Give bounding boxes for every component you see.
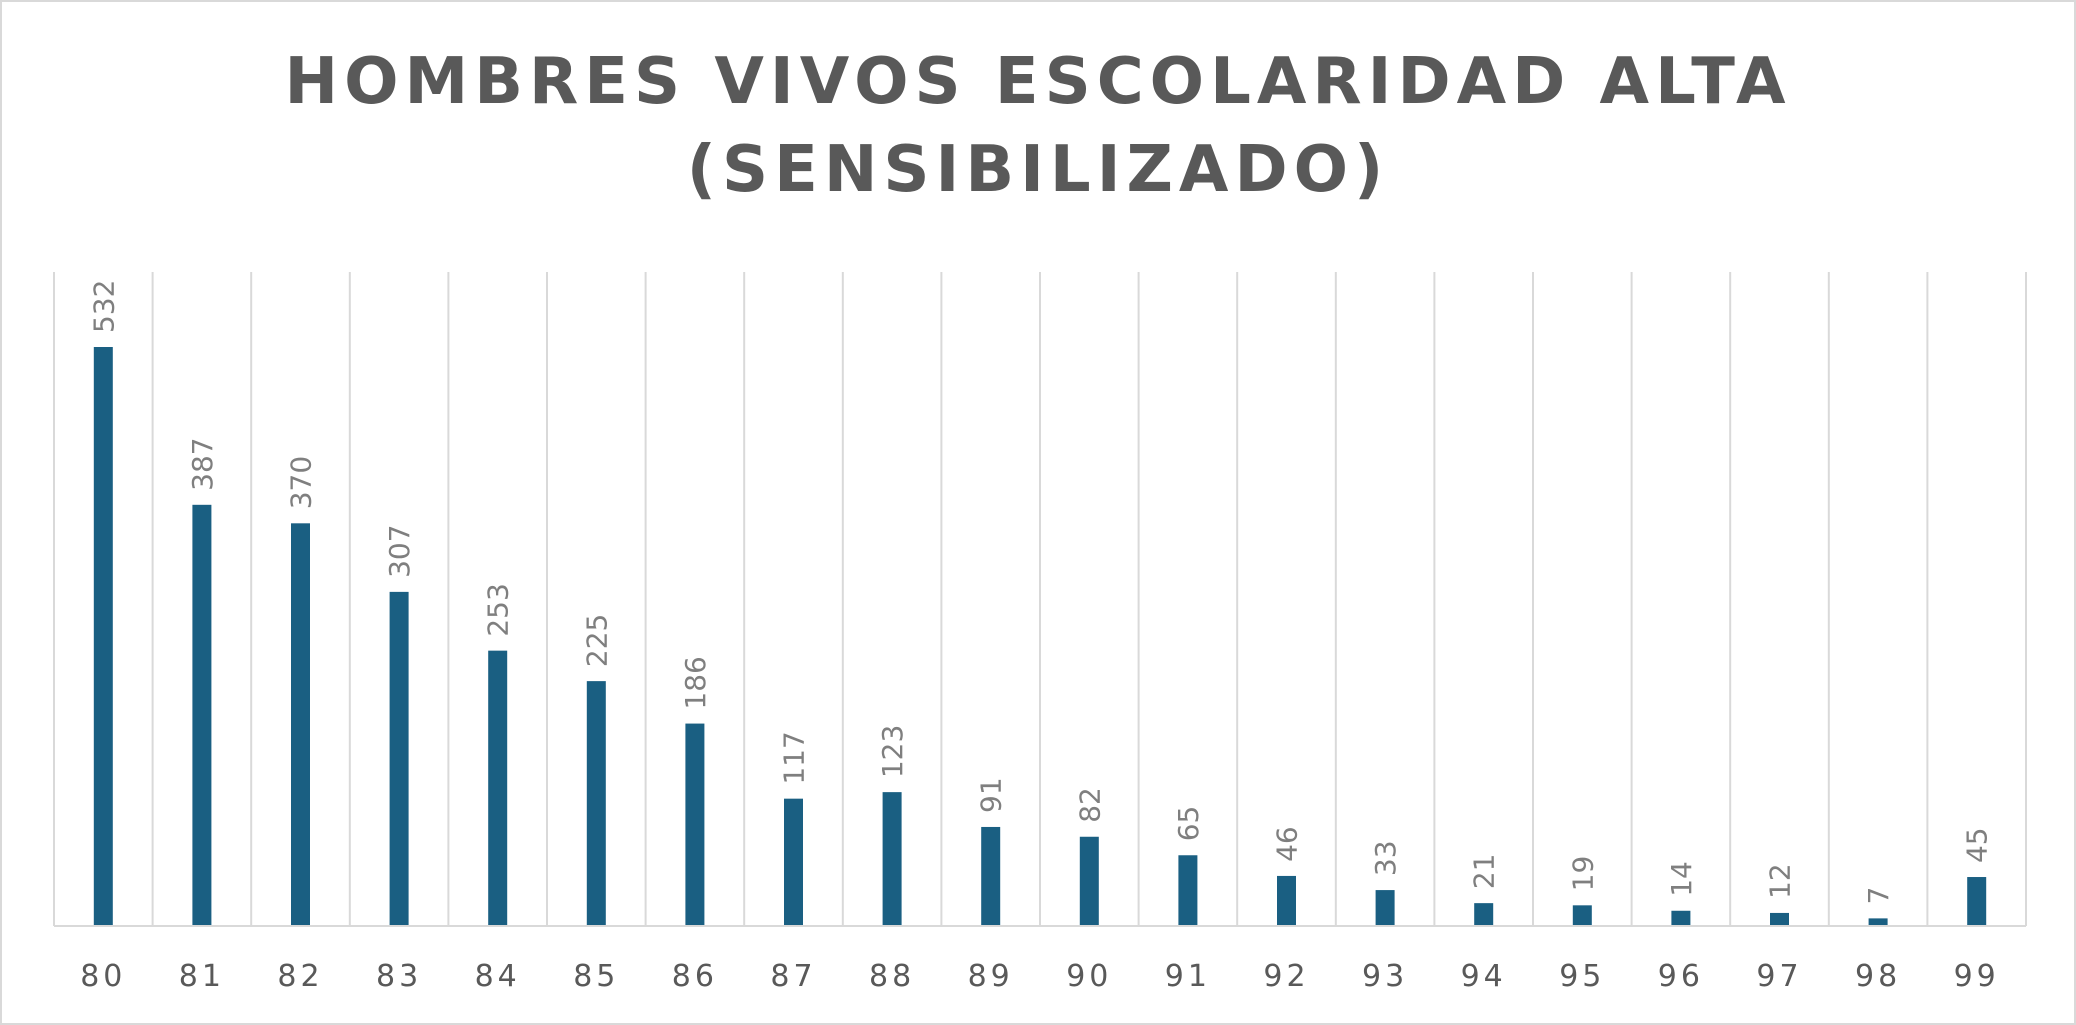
data-label-90: 82: [1073, 787, 1106, 823]
x-tick-label-81: 81: [179, 959, 225, 994]
data-label-85: 225: [580, 614, 613, 667]
bar-93: [1375, 890, 1395, 926]
bars: [93, 347, 1987, 926]
data-label-92: 46: [1271, 826, 1304, 862]
x-tick-label-86: 86: [672, 959, 718, 994]
x-tick-label-90: 90: [1066, 959, 1112, 994]
x-tick-label-99: 99: [1954, 959, 2000, 994]
x-tick-label-88: 88: [869, 959, 915, 994]
data-label-95: 19: [1566, 856, 1599, 892]
data-label-98: 7: [1862, 887, 1895, 905]
chart-title: HOMBRES VIVOS ESCOLARIDAD ALTA (SENSIBIL…: [284, 45, 1792, 207]
x-tick-label-80: 80: [80, 959, 126, 994]
data-label-99: 45: [1961, 827, 1994, 863]
data-label-96: 14: [1665, 861, 1698, 897]
bar-92: [1277, 875, 1296, 926]
bar-96: [1671, 910, 1691, 926]
data-label-91: 65: [1172, 806, 1205, 842]
bar-82: [291, 523, 310, 926]
bar-81: [192, 504, 212, 926]
gridlines: [53, 272, 2027, 926]
x-tick-label-84: 84: [475, 959, 521, 994]
bar-84: [488, 650, 508, 926]
bar-95: [1572, 905, 1592, 926]
x-axis-tick-labels: 80 81 82 83 84 85 86 87 88 89 90 91 92 93 94 95 96 97 98 99: [80, 959, 2000, 994]
bar-98: [1868, 918, 1888, 926]
bar-80: [93, 347, 113, 926]
bar-85: [586, 681, 606, 926]
x-tick-label-93: 93: [1362, 959, 1408, 994]
bar-99: [1967, 877, 1987, 926]
bar-88: [882, 792, 902, 926]
bar-89: [981, 826, 1001, 926]
data-label-81: 387: [186, 437, 219, 490]
data-label-84: 253: [482, 583, 515, 636]
bar-90: [1079, 836, 1099, 926]
x-tick-label-85: 85: [573, 959, 619, 994]
data-label-97: 12: [1764, 863, 1797, 899]
x-tick-label-91: 91: [1165, 959, 1211, 994]
x-tick-label-92: 92: [1263, 959, 1309, 994]
data-label-86: 186: [679, 656, 712, 709]
x-tick-label-97: 97: [1756, 959, 1802, 994]
data-label-93: 33: [1369, 840, 1402, 876]
data-label-87: 117: [778, 731, 811, 784]
data-label-94: 21: [1468, 854, 1501, 890]
x-tick-label-87: 87: [770, 959, 816, 994]
data-label-80: 532: [87, 280, 120, 333]
data-label-88: 123: [876, 725, 909, 778]
x-tick-label-95: 95: [1559, 959, 1605, 994]
bar-87: [784, 798, 803, 926]
bar-94: [1474, 903, 1494, 926]
data-label-83: 307: [383, 524, 416, 577]
x-tick-label-89: 89: [968, 959, 1014, 994]
x-tick-label-98: 98: [1855, 959, 1901, 994]
x-tick-label-96: 96: [1658, 959, 1704, 994]
bar-91: [1178, 855, 1198, 926]
bar-86: [685, 723, 705, 926]
bar-83: [389, 591, 409, 926]
x-tick-label-94: 94: [1461, 959, 1507, 994]
bar-97: [1770, 912, 1789, 926]
data-label-82: 370: [285, 456, 318, 509]
data-labels: 532 387 370 307 253 225 186 117 123 91 82 65 46 33 21 1…: [87, 280, 1993, 905]
data-label-89: 91: [975, 777, 1008, 813]
x-tick-label-83: 83: [376, 959, 422, 994]
x-tick-label-82: 82: [277, 959, 323, 994]
